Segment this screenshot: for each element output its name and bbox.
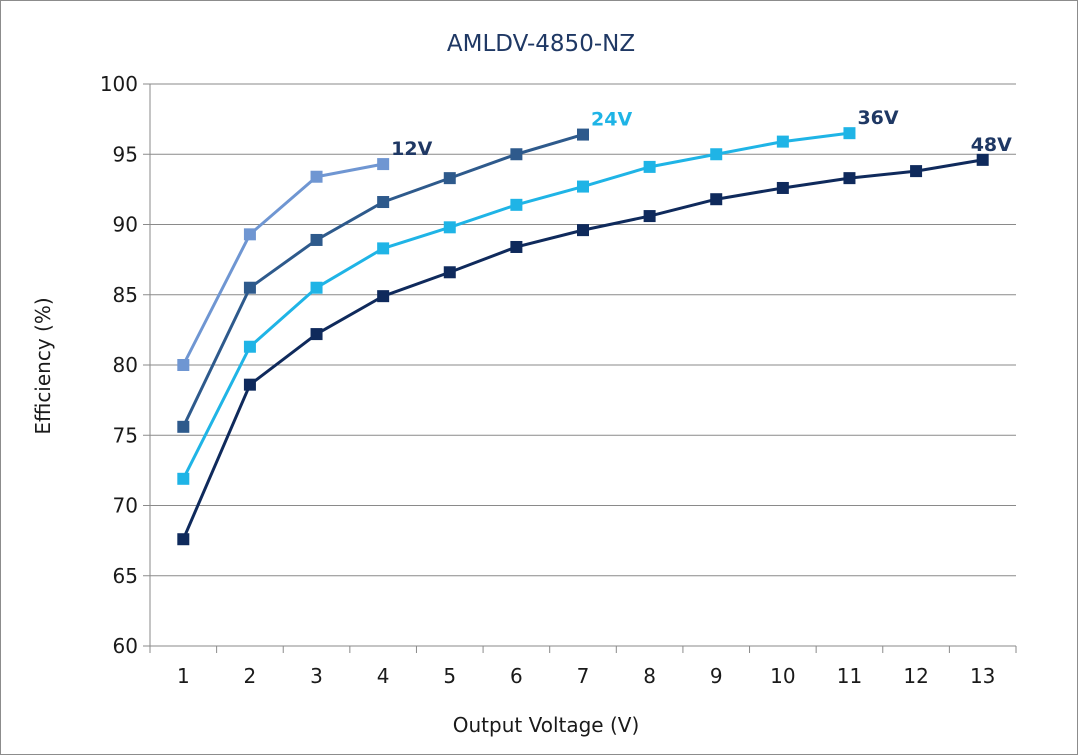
data-point-24V [243,281,256,294]
data-point-24V [177,420,190,433]
x-tick-label: 12 [903,664,928,688]
axes [143,83,1017,653]
x-tick-label: 13 [970,664,995,688]
data-point-36V [377,242,390,255]
y-axis-label: Efficiency (%) [31,297,55,434]
series-label-36V: 36V [857,107,898,129]
y-tick-label: 80 [113,353,138,377]
data-point-48V [776,181,789,194]
y-tick-label: 85 [113,283,138,307]
data-point-36V [643,160,656,173]
series-label-48V: 48V [971,134,1012,156]
data-point-36V [843,127,856,140]
data-point-48V [643,210,656,223]
data-point-12V [310,170,323,183]
series-line-24V [181,133,584,428]
data-point-24V [510,148,523,161]
data-point-48V [177,533,190,546]
series-labels: 12V 24V 36V 48V [391,107,1012,160]
series-36V [177,127,856,485]
data-point-24V [377,196,390,209]
data-point-12V [243,228,256,241]
data-point-36V [577,180,589,193]
data-point-48V [577,224,589,237]
x-tick-label: 8 [643,664,656,688]
data-point-36V [177,472,190,485]
x-tick-label: 9 [710,664,723,688]
series-line-36V [181,131,850,480]
data-point-48V [710,193,723,206]
data-point-48V [310,328,323,341]
data-point-36V [310,281,323,294]
series-24V [177,128,589,433]
x-tick-label: 1 [177,664,190,688]
data-point-36V [776,135,789,148]
data-point-24V [310,233,323,246]
series-label-12V: 12V [391,138,432,160]
data-point-12V [377,158,390,171]
y-tick-label: 75 [113,423,138,447]
series-line-12V [181,162,384,366]
data-point-24V [443,172,456,185]
y-tick-label: 100 [100,72,138,96]
x-axis-label: Output Voltage (V) [453,713,640,737]
data-point-48V [843,172,856,185]
data-point-48V [377,290,390,303]
data-point-48V [510,240,523,253]
data-point-48V [976,153,989,166]
y-tick-label: 95 [113,142,138,166]
y-tick-label: 60 [113,634,138,658]
data-point-36V [510,198,523,211]
gridlines [150,83,1016,577]
data-point-36V [710,148,723,161]
series-12V [177,158,390,371]
data-point-48V [443,266,456,279]
data-point-12V [177,359,190,371]
x-tick-label: 4 [377,664,390,688]
x-tick-label: 5 [443,664,456,688]
x-tick-label: 2 [244,664,257,688]
x-tick-label: 11 [837,664,862,688]
data-point-48V [910,165,923,178]
x-tick-label: 3 [310,664,323,688]
data-point-24V [577,128,589,141]
x-tick-label: 10 [770,664,795,688]
y-tick-label: 65 [113,564,138,588]
series-label-24V: 24V [591,109,632,131]
chart-title: AMLDV-4850-NZ [447,31,635,57]
data-point-48V [243,378,256,391]
x-tick-label: 6 [510,664,523,688]
series-lines [177,127,989,546]
x-tick-label: 7 [577,664,590,688]
data-point-36V [243,340,256,353]
y-tick-label: 70 [113,494,138,518]
y-tick-label: 90 [113,213,138,237]
series-48V [177,153,989,546]
series-line-48V [181,158,983,540]
data-point-36V [443,221,456,234]
